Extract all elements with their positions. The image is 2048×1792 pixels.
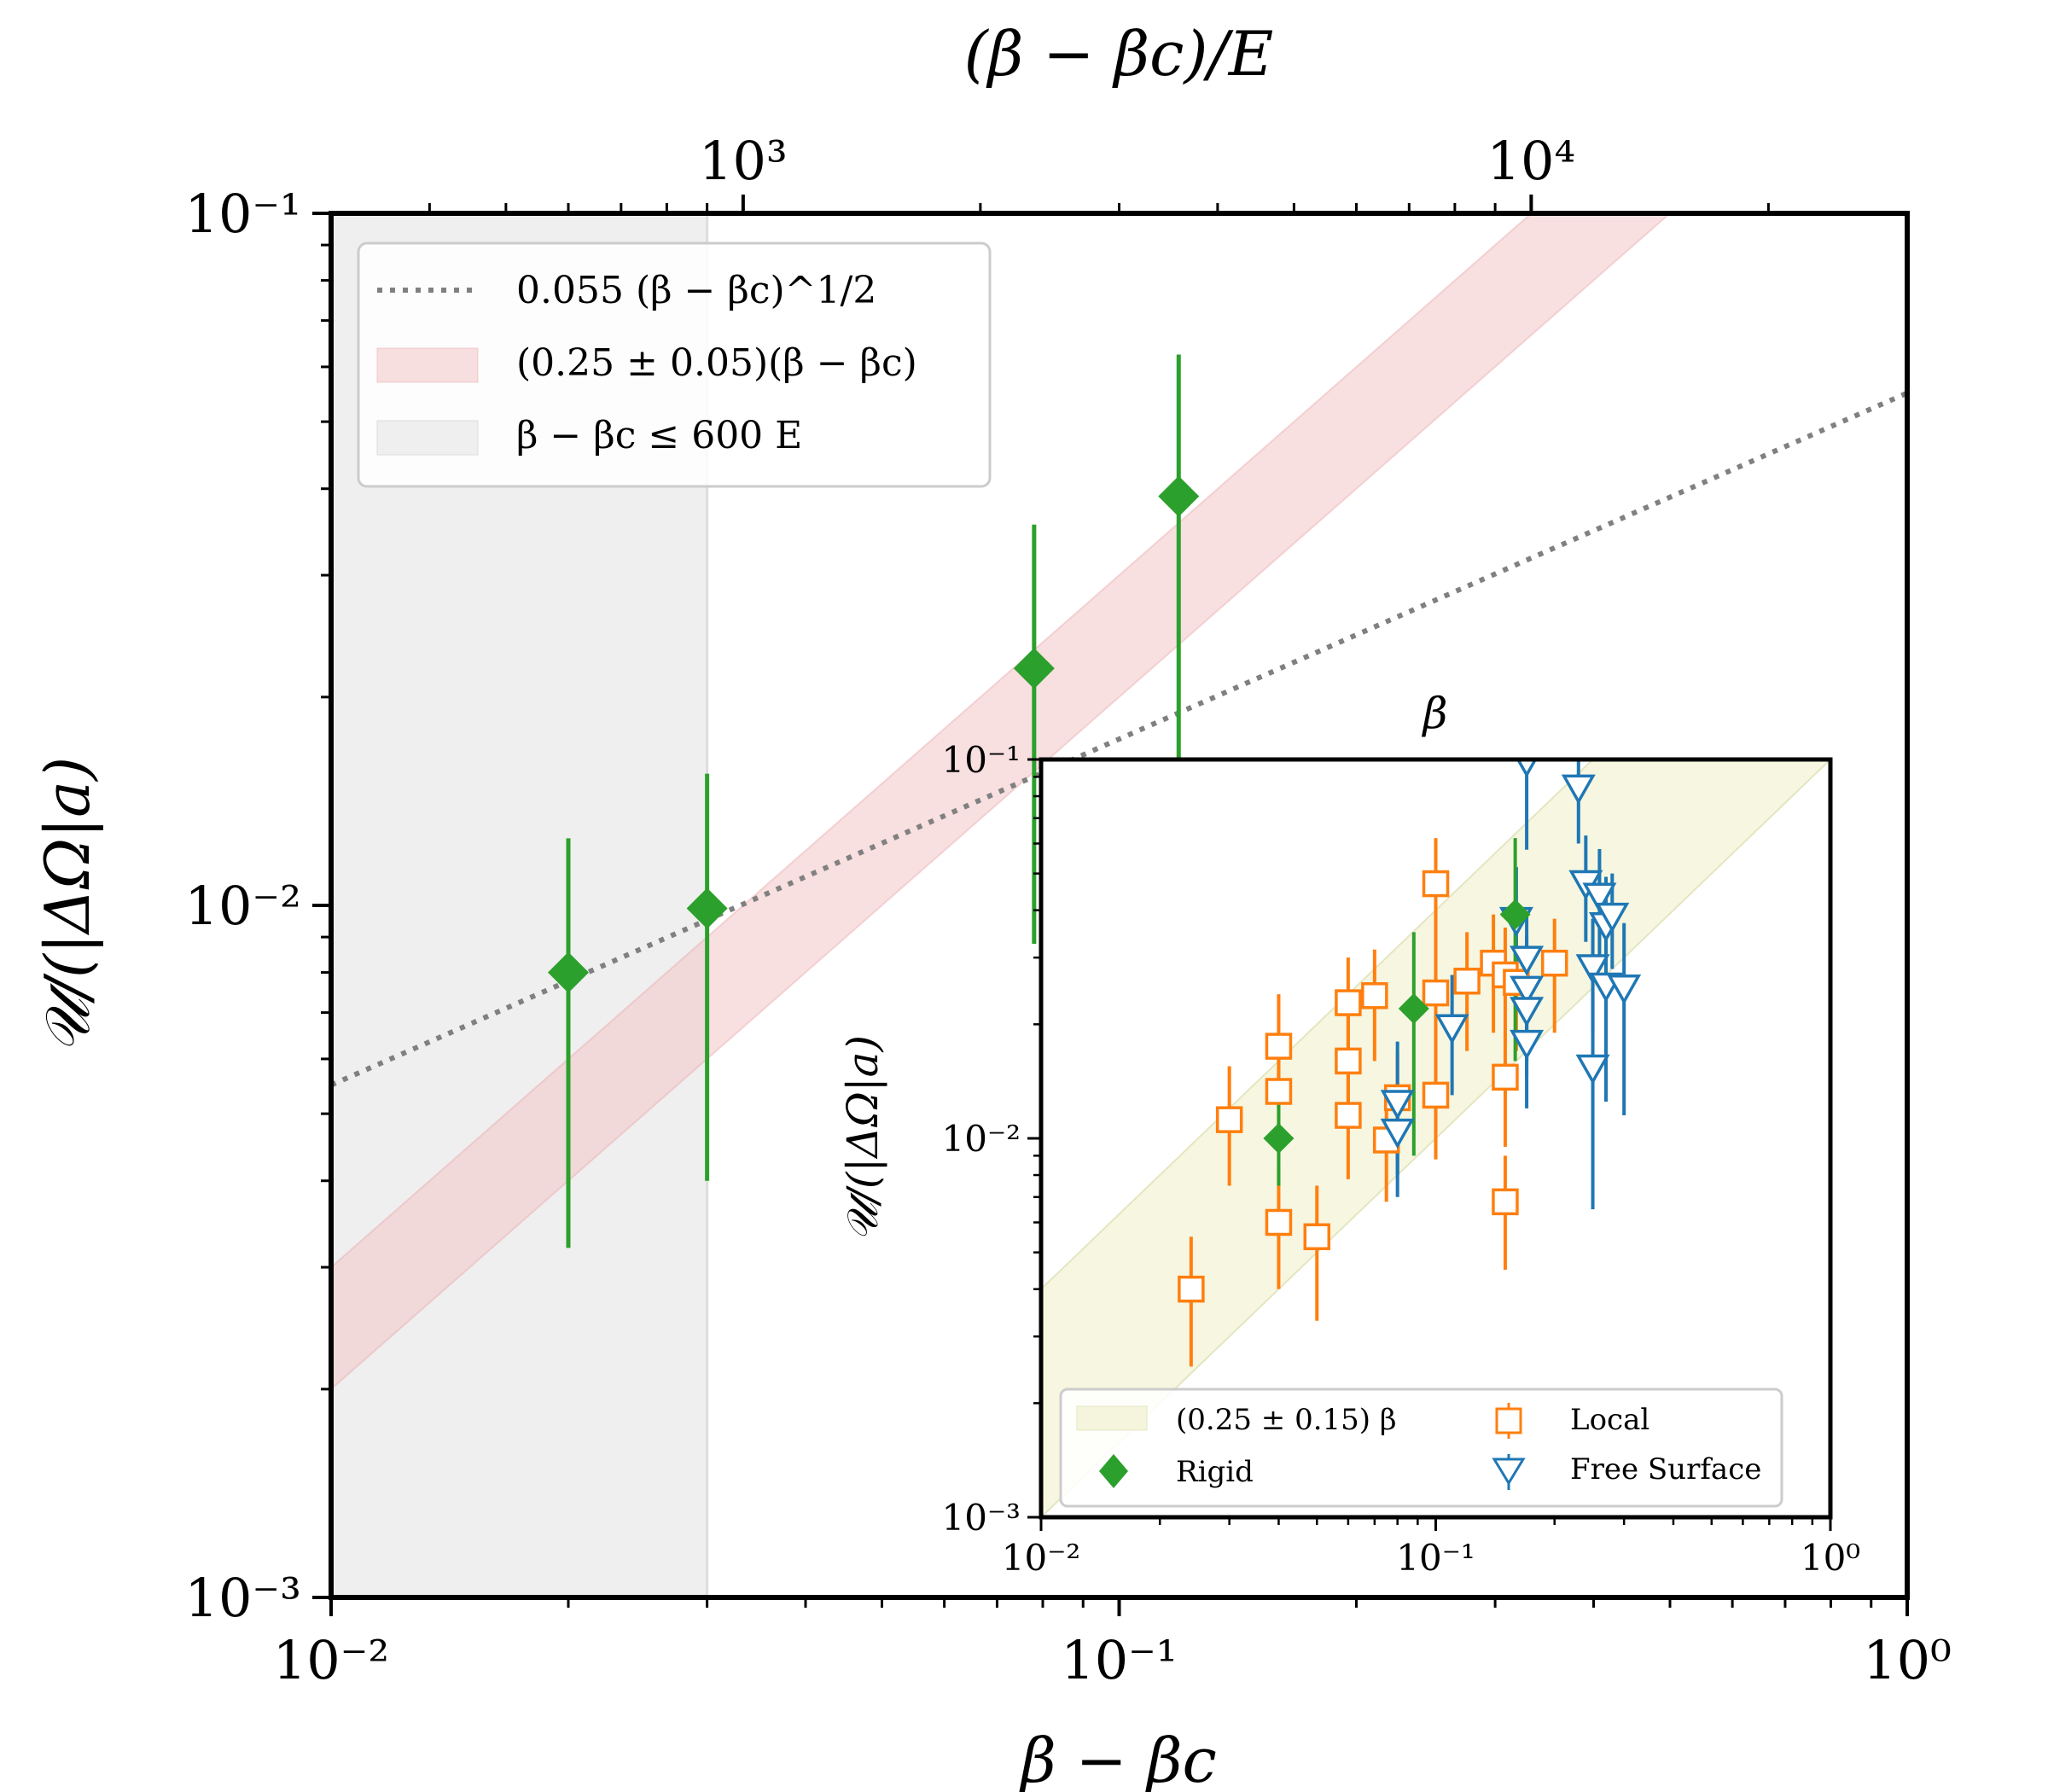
inset-x-axis-label: β xyxy=(1422,689,1448,738)
x-tick-label-0: 10⁻² xyxy=(273,1629,389,1691)
local-point-13 xyxy=(1422,979,1450,1007)
free-surface-point-0 xyxy=(1380,1090,1415,1120)
local-point-2 xyxy=(1265,1033,1293,1060)
rigid-point-1 xyxy=(686,887,728,929)
local-point-5 xyxy=(1303,1223,1331,1251)
inset-legend: (0.25 ± 0.15) β Rigid Local Free Surface xyxy=(1059,1388,1783,1508)
free-surface-point-1 xyxy=(1380,1118,1415,1149)
y-axis-label: 𝒰/(|ΔΩ|a) xyxy=(32,757,103,1054)
rigid-point-0 xyxy=(1263,1123,1295,1154)
y-tick-label-2: 10⁻¹ xyxy=(185,183,301,245)
rigid-point-2 xyxy=(1013,648,1055,689)
local-point-1 xyxy=(1215,1106,1243,1133)
local-point-0 xyxy=(1178,1275,1205,1303)
rigid-point-3 xyxy=(1158,475,1200,517)
free-surface-point-7 xyxy=(1510,997,1545,1027)
local-point-4 xyxy=(1265,1208,1293,1236)
rigid-point-2 xyxy=(1499,899,1531,930)
rigid-point-1 xyxy=(1398,992,1429,1024)
legend-fit-label: 0.055 (β − βc)^1/2 xyxy=(516,269,876,312)
inset-legend-rigid-swatch xyxy=(1099,1454,1128,1488)
local-point-6 xyxy=(1335,989,1362,1016)
inset-legend-band-label: (0.25 ± 0.15) β xyxy=(1176,1403,1397,1437)
inset-y-tick-label-2: 10⁻¹ xyxy=(942,739,1021,781)
local-point-12 xyxy=(1422,870,1450,898)
inset-legend-box xyxy=(1059,1388,1783,1508)
legend-box xyxy=(357,241,992,488)
free-surface-point-4 xyxy=(1516,759,1538,778)
inset-legend-free-swatch xyxy=(1492,1454,1526,1490)
inset-legend-rigid-label: Rigid xyxy=(1176,1455,1254,1489)
legend-shade-swatch xyxy=(376,420,479,456)
free-surface-point-2 xyxy=(1434,1014,1469,1044)
local-point-8 xyxy=(1335,1102,1362,1129)
main-plot-frame xyxy=(329,211,1910,1600)
legend-band-swatch xyxy=(376,347,479,383)
free-surface-point-17 xyxy=(1607,975,1642,1005)
legend-band-label: (0.25 ± 0.05)(β − βc) xyxy=(516,341,917,385)
local-point-15 xyxy=(1453,968,1481,995)
legend-shade-label: β − βc ≤ 600 E xyxy=(516,414,802,457)
inset-y-axis-label: 𝒰/(|ΔΩ|a) xyxy=(838,1035,887,1242)
top-x-tick-label-1: 10⁴ xyxy=(1487,130,1576,192)
free-surface-point-9 xyxy=(1561,774,1596,805)
local-point-9 xyxy=(1361,982,1388,1009)
x-tick-label-1: 10⁻¹ xyxy=(1061,1629,1177,1691)
local-point-19 xyxy=(1492,1188,1519,1216)
inset-series xyxy=(1178,759,1642,1367)
free-surface-point-5 xyxy=(1510,945,1545,976)
sqrt-fit-line xyxy=(331,390,1907,1088)
inset-legend-local-label: Local xyxy=(1570,1403,1649,1437)
free-surface-point-16 xyxy=(1595,902,1630,934)
x-tick-label-2: 10⁰ xyxy=(1863,1629,1952,1691)
local-point-14 xyxy=(1422,1081,1450,1109)
inset-y-tick-label-1: 10⁻² xyxy=(942,1118,1021,1160)
top-x-axis-label: (β − βc)/E xyxy=(964,18,1274,90)
top-x-tick-label-0: 10³ xyxy=(699,130,788,192)
local-point-3 xyxy=(1265,1078,1293,1105)
inset-legend-band-swatch xyxy=(1076,1405,1148,1431)
free-surface-point-6 xyxy=(1510,975,1545,1006)
free-surface-point-8 xyxy=(1510,1029,1545,1061)
free-surface-point-11 xyxy=(1575,954,1610,985)
inset-legend-free-label: Free Surface xyxy=(1570,1452,1761,1487)
inset-y-tick-label-0: 10⁻³ xyxy=(942,1497,1021,1539)
inset-x-tick-label-2: 10⁰ xyxy=(1801,1537,1860,1579)
inset-legend-local-swatch xyxy=(1495,1403,1522,1439)
y-tick-label-1: 10⁻² xyxy=(185,875,301,937)
free-surface-point-12 xyxy=(1575,1054,1610,1085)
linear-fit-band xyxy=(331,213,1672,1391)
free-surface-point-13 xyxy=(1582,882,1617,913)
y-tick-label-0: 10⁻³ xyxy=(185,1567,301,1629)
inset-x-tick-label-0: 10⁻² xyxy=(1002,1537,1080,1579)
local-point-21 xyxy=(1540,949,1568,977)
inset-x-tick-label-1: 10⁻¹ xyxy=(1396,1537,1475,1579)
rigid-series xyxy=(548,354,1200,1248)
rigid-point-0 xyxy=(548,951,590,993)
local-point-18 xyxy=(1492,1063,1519,1091)
main-legend: 0.055 (β − βc)^1/2 (0.25 ± 0.05)(β − βc)… xyxy=(357,241,992,488)
x-axis-label: β − βc xyxy=(1018,1725,1217,1792)
inset-frame xyxy=(1039,757,1833,1520)
local-point-7 xyxy=(1335,1047,1362,1075)
